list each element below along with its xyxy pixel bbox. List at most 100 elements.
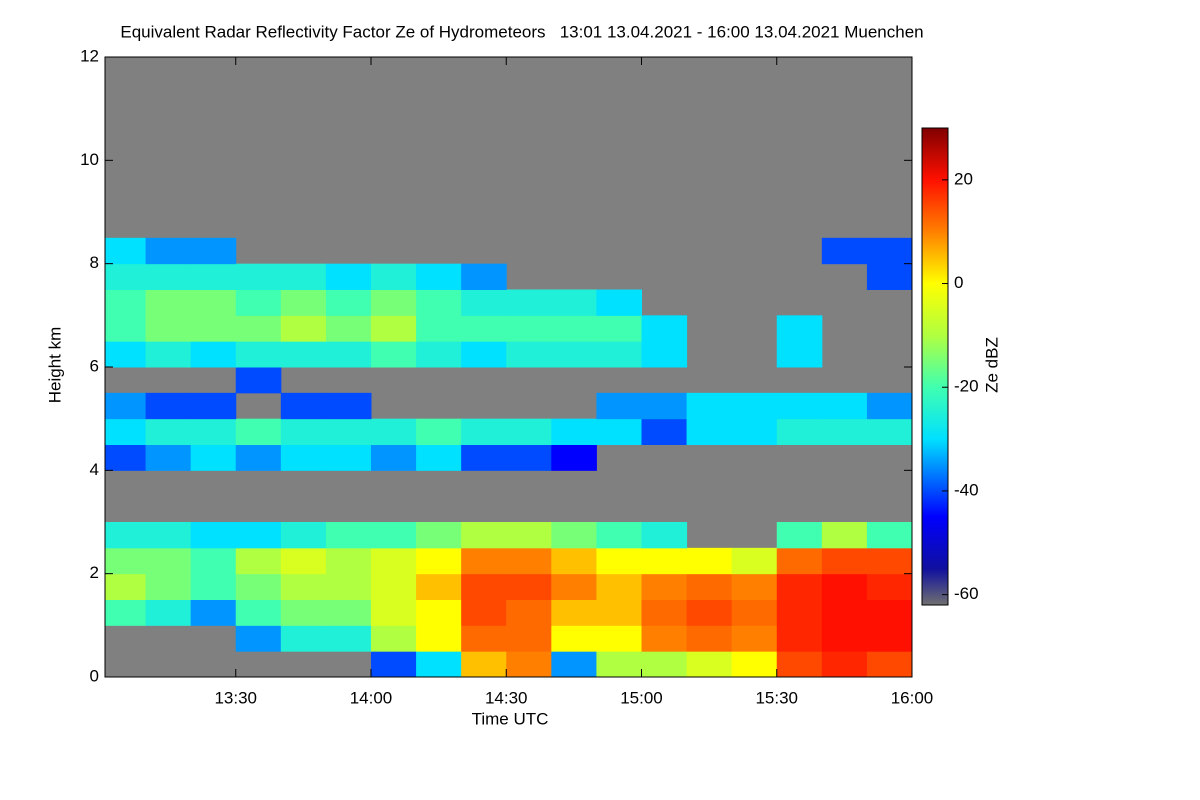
heatmap-cell	[596, 651, 642, 678]
heatmap-cell	[325, 444, 372, 471]
heatmap-cell	[506, 315, 552, 342]
heatmap-cell	[731, 651, 778, 678]
heatmap-cell	[641, 547, 688, 575]
heatmap-cell	[551, 444, 597, 471]
heatmap-cell	[776, 392, 823, 420]
heatmap-cell	[641, 599, 688, 626]
heatmap-cell	[821, 522, 868, 549]
heatmap-cell	[686, 599, 733, 626]
x-tick-label: 15:30	[755, 688, 798, 707]
heatmap-cell	[731, 392, 778, 420]
heatmap-cell	[776, 547, 823, 575]
colorbar-tick-label: 20	[954, 169, 973, 188]
heatmap-cell	[105, 418, 147, 445]
heatmap-cell	[461, 418, 507, 445]
x-tick-label: 16:00	[891, 688, 934, 707]
heatmap-cell	[145, 599, 192, 626]
heatmap-cell	[416, 547, 462, 575]
heatmap-cell	[641, 418, 688, 445]
heatmap-cell	[506, 573, 552, 600]
heatmap-cell	[370, 418, 417, 445]
heatmap-cell	[280, 547, 327, 575]
heatmap-cell	[370, 547, 417, 575]
heatmap-cell	[641, 522, 688, 549]
colorbar-label: Ze dBZ	[982, 337, 1001, 393]
heatmap-cell	[370, 599, 417, 626]
heatmap-cell	[596, 315, 642, 342]
heatmap-cell	[731, 547, 778, 575]
colorbar-tick-label: -40	[954, 480, 979, 499]
heatmap-cell	[461, 547, 507, 575]
colorbar-tick-label: 0	[954, 273, 963, 292]
heatmap-cell	[190, 315, 237, 342]
heatmap-cell	[370, 289, 417, 316]
heatmap-cell	[105, 263, 147, 290]
heatmap-cell	[235, 599, 282, 626]
heatmap-cell	[821, 651, 868, 678]
heatmap-cell	[325, 522, 372, 549]
heatmap-cell	[190, 392, 237, 420]
heatmap-cell	[596, 392, 642, 420]
heatmap-cell	[461, 599, 507, 626]
heatmap-cell	[416, 651, 462, 678]
heatmap-cell	[235, 444, 282, 471]
heatmap-cell	[370, 651, 417, 678]
heatmap-cell	[596, 341, 642, 368]
heatmap-cell	[145, 289, 192, 316]
x-tick-label: 15:00	[620, 688, 663, 707]
y-tick-label: 12	[80, 46, 99, 65]
heatmap-cell	[325, 263, 372, 290]
heatmap-cell	[641, 315, 688, 342]
heatmap-cell	[145, 315, 192, 342]
heatmap-cells	[105, 237, 913, 678]
heatmap-cell	[235, 573, 282, 600]
heatmap-cell	[461, 263, 507, 290]
y-tick-label: 8	[90, 253, 99, 272]
heatmap-cell	[866, 651, 913, 678]
heatmap-cell	[190, 444, 237, 471]
heatmap-cell	[866, 392, 913, 420]
y-tick-label: 6	[90, 356, 99, 375]
heatmap-cell	[370, 263, 417, 290]
heatmap-cell	[551, 315, 597, 342]
heatmap-cell	[596, 418, 642, 445]
heatmap-cell	[280, 522, 327, 549]
heatmap-cell	[280, 392, 327, 420]
heatmap-cell	[105, 599, 147, 626]
heatmap-cell	[325, 547, 372, 575]
heatmap-cell	[866, 263, 913, 290]
heatmap-cell	[190, 522, 237, 549]
heatmap-cell	[686, 625, 733, 652]
heatmap-cell	[596, 547, 642, 575]
heatmap-cell	[235, 367, 282, 394]
heatmap-cell	[280, 315, 327, 342]
heatmap-cell	[145, 522, 192, 549]
heatmap-cell	[641, 625, 688, 652]
heatmap-cell	[866, 522, 913, 549]
heatmap-cell	[776, 315, 823, 342]
heatmap-cell	[416, 315, 462, 342]
heatmap-cell	[280, 444, 327, 471]
heatmap-cell	[551, 341, 597, 368]
heatmap-cell	[866, 418, 913, 445]
heatmap-cell	[686, 392, 733, 420]
heatmap-cell	[821, 573, 868, 600]
y-axis-label: Height km	[45, 327, 64, 404]
heatmap-cell	[235, 263, 282, 290]
heatmap-cell	[190, 573, 237, 600]
y-tick-label: 10	[80, 150, 99, 169]
heatmap-cell	[325, 392, 372, 420]
heatmap-cell	[506, 651, 552, 678]
heatmap-cell	[866, 237, 913, 265]
heatmap-cell	[551, 599, 597, 626]
heatmap-cell	[686, 573, 733, 600]
heatmap-cell	[731, 573, 778, 600]
heatmap-cell	[731, 599, 778, 626]
heatmap-cell	[596, 573, 642, 600]
heatmap-cell	[866, 599, 913, 626]
heatmap-cell	[821, 418, 868, 445]
x-tick-label: 14:00	[350, 688, 393, 707]
heatmap-cell	[821, 599, 868, 626]
heatmap-cell	[105, 341, 147, 368]
heatmap-cell	[641, 651, 688, 678]
